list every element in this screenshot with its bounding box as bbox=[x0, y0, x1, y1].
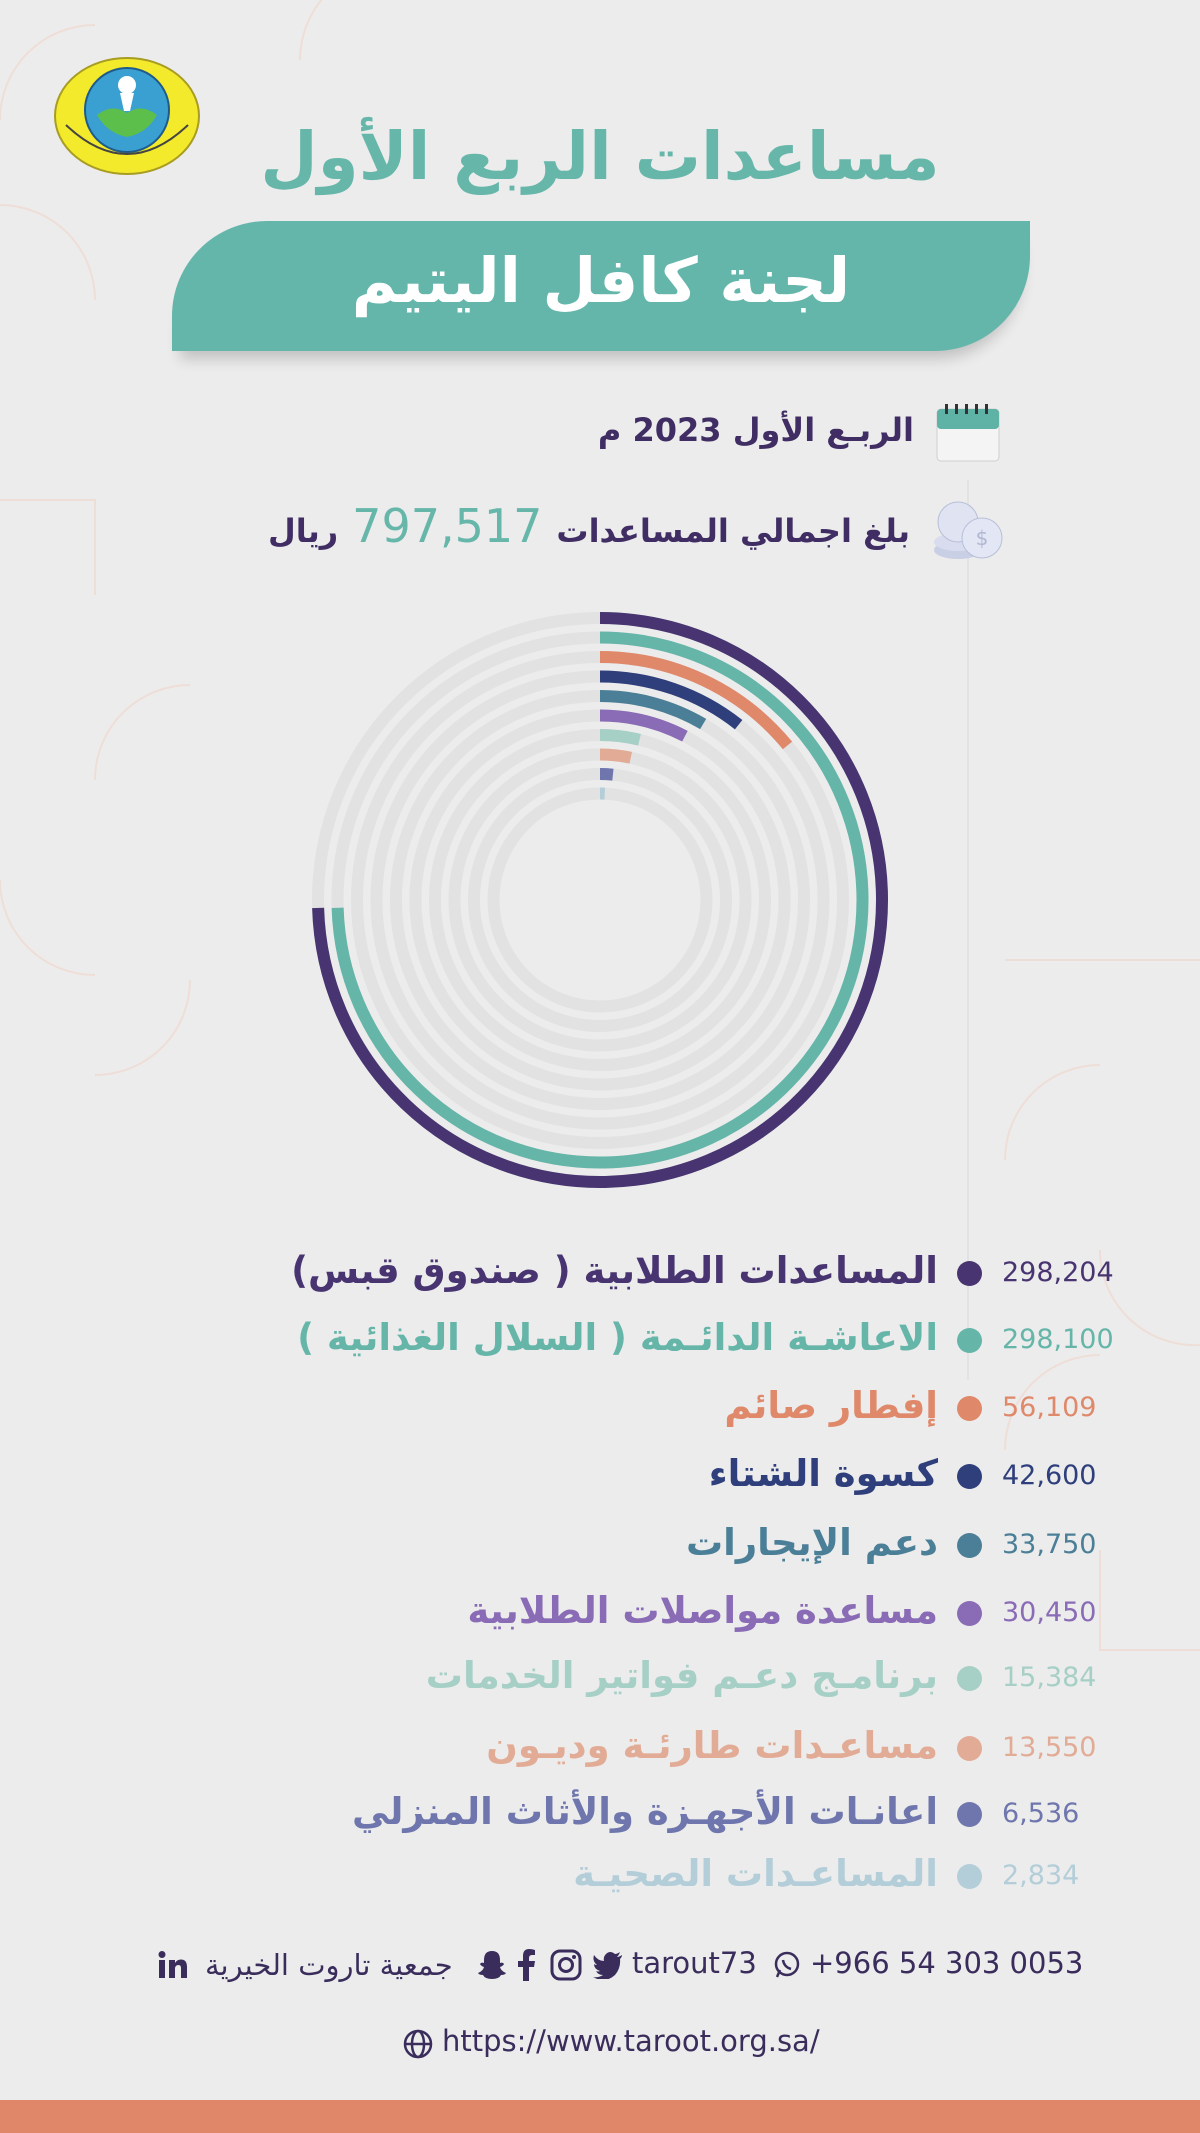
legend-label: المساعدات الطلابية ( صندوق قبس) bbox=[291, 1249, 938, 1292]
legend-label: دعم الإيجارات bbox=[685, 1521, 938, 1564]
legend-dot bbox=[957, 1802, 982, 1827]
legend-item: كسوة الشتاء 42,600 bbox=[0, 1448, 1200, 1508]
calendar-icon bbox=[936, 404, 1000, 462]
chart-bar-1 bbox=[312, 612, 888, 1188]
chart-bar-9 bbox=[599, 768, 614, 781]
radial-bar-chart bbox=[312, 612, 888, 1188]
currency-label: ريال bbox=[267, 512, 339, 550]
social-handle[interactable]: tarout73 bbox=[632, 1946, 757, 1980]
legend-value: 56,109 bbox=[1002, 1392, 1097, 1423]
legend-label: مساعـدات طارئـة وديـون bbox=[486, 1724, 938, 1767]
chart-bar-7 bbox=[599, 729, 641, 746]
globe-icon bbox=[403, 2029, 433, 2059]
facebook-icon[interactable] bbox=[516, 1949, 536, 1981]
period-text: الربـع الأول 2023 م bbox=[597, 411, 914, 449]
subtitle-banner bbox=[172, 221, 1030, 351]
legend-item: اعانـات الأجهـزة والأثاث المنزلي 6,536 bbox=[0, 1786, 1200, 1846]
legend-dot bbox=[957, 1666, 982, 1691]
legend-label: المساعـدات الصحيـة bbox=[573, 1852, 938, 1895]
legend-label: إفطار صائم bbox=[724, 1384, 938, 1427]
legend-dot bbox=[957, 1533, 982, 1558]
contact-bar: +966 54 303 0053 tarout73 جمعية تاروت ال… bbox=[0, 1940, 1200, 1990]
legend-value: 298,204 bbox=[1002, 1257, 1114, 1288]
legend-value: 2,834 bbox=[1002, 1860, 1080, 1891]
chart-bar-8 bbox=[599, 748, 633, 764]
legend-item: مساعدة مواصلات الطلابية 30,450 bbox=[0, 1585, 1200, 1645]
coins-icon: $ bbox=[934, 501, 1003, 559]
legend-dot bbox=[957, 1396, 982, 1421]
svg-text:$: $ bbox=[976, 526, 989, 550]
legend-dot bbox=[957, 1864, 982, 1889]
page-title: مساعدات الربع الأول bbox=[260, 118, 940, 195]
legend-dot bbox=[957, 1601, 982, 1626]
chart-bar-4 bbox=[599, 670, 743, 730]
website-link[interactable]: https://www.taroot.org.sa/ bbox=[442, 2024, 820, 2058]
legend-dot bbox=[957, 1736, 982, 1761]
legend-dot bbox=[957, 1328, 982, 1353]
legend-label: مساعدة مواصلات الطلابية bbox=[467, 1589, 938, 1632]
chart-bar-2 bbox=[331, 631, 869, 1169]
legend-item: مساعـدات طارئـة وديـون 13,550 bbox=[0, 1720, 1200, 1780]
chart-track bbox=[487, 787, 713, 1013]
twitter-icon[interactable] bbox=[592, 1951, 624, 1979]
organization-name: جمعية تاروت الخيرية bbox=[205, 1948, 453, 1982]
phone-number[interactable]: +966 54 303 0053 bbox=[810, 1946, 1084, 1980]
subtitle-text: لجنة كافل اليتيم bbox=[351, 244, 851, 317]
chart-track bbox=[370, 670, 830, 1130]
legend-label: الاعاشـة الدائـمة ( السلال الغذائية ) bbox=[297, 1316, 938, 1359]
chart-bar-5 bbox=[599, 690, 707, 730]
chart-bar-3 bbox=[599, 651, 793, 750]
chart-track bbox=[429, 729, 771, 1071]
bottom-accent-bar bbox=[0, 2100, 1200, 2133]
legend-value: 30,450 bbox=[1002, 1597, 1097, 1628]
chart-track bbox=[468, 768, 732, 1032]
chart-bar-6 bbox=[599, 709, 688, 742]
legend-label: برنامـج دعـم فواتير الخدمات bbox=[425, 1654, 938, 1697]
legend-item: الاعاشـة الدائـمة ( السلال الغذائية ) 298… bbox=[0, 1312, 1200, 1372]
legend-label: اعانـات الأجهـزة والأثاث المنزلي bbox=[352, 1790, 938, 1833]
legend-item: إفطار صائم 56,109 bbox=[0, 1380, 1200, 1440]
legend-value: 298,100 bbox=[1002, 1324, 1114, 1355]
instagram-icon[interactable] bbox=[550, 1949, 582, 1981]
legend-label: كسوة الشتاء bbox=[708, 1452, 938, 1495]
legend-item: برنامـج دعـم فواتير الخدمات 15,384 bbox=[0, 1650, 1200, 1710]
total-line: بلغ اجمالي المساعدات 797,517 ريال bbox=[268, 499, 910, 553]
legend-item: المساعدات الطلابية ( صندوق قبس) 298,204 bbox=[0, 1245, 1200, 1305]
legend-value: 33,750 bbox=[1002, 1529, 1097, 1560]
total-amount: 797,517 bbox=[352, 499, 543, 553]
linkedin-icon[interactable] bbox=[158, 1951, 188, 1979]
legend-item: دعم الإيجارات 33,750 bbox=[0, 1517, 1200, 1577]
organization-logo bbox=[54, 57, 200, 175]
legend-value: 42,600 bbox=[1002, 1460, 1097, 1491]
total-label: بلغ اجمالي المساعدات bbox=[556, 512, 910, 550]
legend-item: المساعـدات الصحيـة 2,834 bbox=[0, 1848, 1200, 1908]
legend-dot bbox=[957, 1464, 982, 1489]
legend-value: 15,384 bbox=[1002, 1662, 1097, 1693]
website-line: https://www.taroot.org.sa/ bbox=[400, 2018, 820, 2064]
legend-dot bbox=[957, 1261, 982, 1286]
legend-value: 6,536 bbox=[1002, 1798, 1080, 1829]
whatsapp-icon[interactable] bbox=[772, 1950, 802, 1980]
legend-value: 13,550 bbox=[1002, 1732, 1097, 1763]
snapchat-icon[interactable] bbox=[476, 1949, 508, 1981]
